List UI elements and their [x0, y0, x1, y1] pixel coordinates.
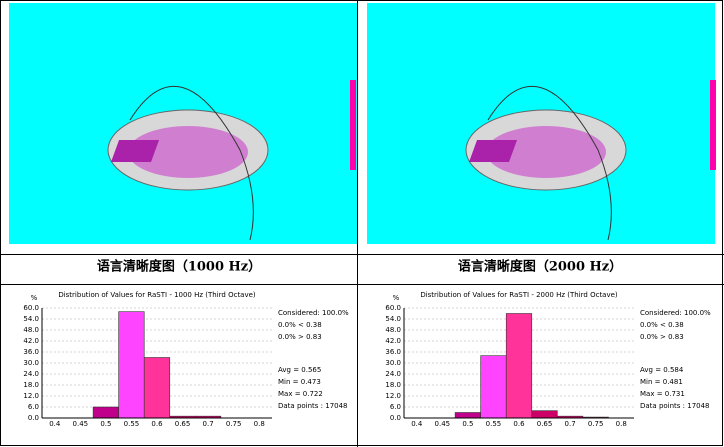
x-tick-label: 0.55	[486, 420, 502, 428]
bar	[118, 311, 145, 419]
x-tick-label: 0.45	[73, 420, 89, 428]
y-tick-label: 42.0	[385, 337, 401, 345]
y-tick-label: 60.0	[23, 304, 39, 312]
x-tick-label: 0.7	[203, 420, 214, 428]
x-tick-label: 0.4	[411, 420, 423, 428]
x-tick-label: 0.65	[175, 420, 191, 428]
bar	[454, 412, 481, 419]
stat-text: Considered: 100.0%	[640, 309, 711, 317]
chart-title: Distribution of Values for RaSTI - 2000 …	[420, 291, 618, 299]
caption: 语言清晰度图（1000 Hz）	[97, 259, 261, 275]
stat-text: 0.0% > 0.83	[640, 333, 684, 341]
bar	[143, 357, 171, 419]
chart-title: Distribution of Values for RaSTI - 1000 …	[58, 291, 256, 299]
y-tick-label: 30.0	[385, 359, 401, 367]
x-tick-label: 0.75	[226, 420, 242, 428]
y-tick-label: 6.0	[390, 403, 401, 411]
stat-text: 0.0% > 0.83	[278, 333, 322, 341]
x-tick-label: 0.7	[565, 420, 576, 428]
render-image	[9, 3, 357, 244]
y-axis-label: %	[31, 294, 38, 302]
stat-text: Data points : 17048	[278, 402, 348, 410]
stat-text: Avg = 0.565	[278, 366, 321, 374]
y-tick-label: 36.0	[385, 348, 401, 356]
y-tick-label: 48.0	[385, 326, 401, 334]
y-tick-label: 0.0	[390, 414, 401, 422]
y-tick-label: 0.0	[28, 414, 39, 422]
stat-text: Min = 0.473	[278, 378, 321, 386]
stat-text: Data points : 17048	[640, 402, 710, 410]
bar	[505, 313, 533, 419]
y-tick-label: 12.0	[385, 392, 401, 400]
x-tick-label: 0.5	[100, 420, 111, 428]
y-tick-label: 60.0	[385, 304, 401, 312]
x-tick-label: 0.5	[462, 420, 473, 428]
x-tick-label: 0.4	[49, 420, 61, 428]
x-tick-label: 0.75	[588, 420, 604, 428]
bar	[531, 410, 558, 419]
stat-text: Max = 0.722	[278, 390, 323, 398]
y-tick-label: 6.0	[28, 403, 39, 411]
render-image	[367, 3, 716, 244]
y-tick-label: 42.0	[23, 337, 39, 345]
y-tick-label: 12.0	[23, 392, 39, 400]
y-tick-label: 54.0	[23, 315, 39, 323]
y-tick-label: 54.0	[385, 315, 401, 323]
stat-text: Min = 0.481	[640, 378, 683, 386]
y-tick-label: 24.0	[23, 370, 39, 378]
y-tick-label: 18.0	[385, 381, 401, 389]
y-tick-label: 48.0	[23, 326, 39, 334]
y-tick-label: 18.0	[23, 381, 39, 389]
y-tick-label: 36.0	[23, 348, 39, 356]
x-tick-label: 0.8	[616, 420, 627, 428]
y-tick-label: 24.0	[385, 370, 401, 378]
bar	[92, 406, 119, 419]
bar	[480, 355, 507, 419]
y-axis-label: %	[393, 294, 400, 302]
x-tick-label: 0.6	[151, 420, 163, 428]
y-tick-label: 30.0	[23, 359, 39, 367]
stat-text: 0.0% < 0.38	[278, 321, 322, 329]
x-tick-label: 0.8	[254, 420, 265, 428]
stat-text: Avg = 0.584	[640, 366, 684, 374]
caption: 语言清晰度图（2000 Hz）	[458, 259, 622, 275]
stat-text: Max = 0.731	[640, 390, 685, 398]
stat-text: 0.0% < 0.38	[640, 321, 684, 329]
x-tick-label: 0.55	[124, 420, 140, 428]
stat-text: Considered: 100.0%	[278, 309, 349, 317]
x-tick-label: 0.6	[513, 420, 525, 428]
x-tick-label: 0.65	[537, 420, 553, 428]
x-tick-label: 0.45	[435, 420, 451, 428]
